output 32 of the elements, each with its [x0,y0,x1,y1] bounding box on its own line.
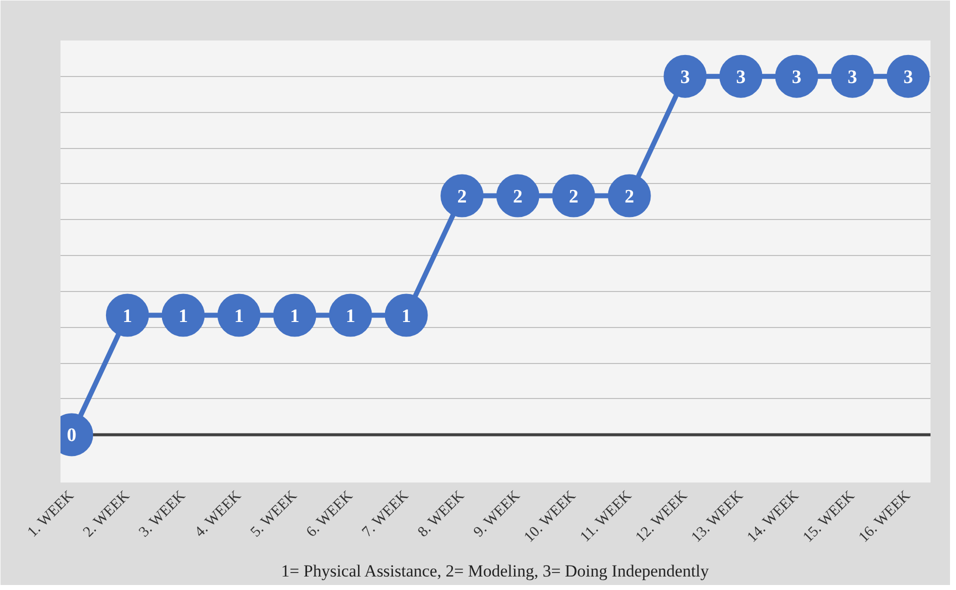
data-label: 2 [568,186,578,208]
data-label: 2 [513,186,523,208]
data-label: 3 [736,66,746,88]
point [162,294,205,337]
point [496,174,540,218]
point [217,294,260,337]
point [664,54,707,98]
data-label: 0 [66,425,76,446]
data-label: 3 [848,66,858,88]
point [719,54,762,98]
point [830,54,874,98]
point [273,294,316,337]
data-label: 1 [178,306,188,327]
data-label: 2 [457,186,467,208]
data-label: 3 [903,66,913,88]
point [552,174,596,218]
point [329,294,372,337]
point [886,54,930,98]
data-label: 3 [680,66,690,88]
data-label: 2 [624,186,634,208]
data-label: 1 [234,306,244,327]
point [608,174,651,218]
point [106,294,149,337]
point [384,294,428,337]
data-label: 1 [122,306,132,327]
point [775,54,818,98]
point [440,174,484,218]
data-label: 1 [346,306,356,327]
data-label: 1 [290,306,300,327]
data-label: 3 [792,66,802,88]
text: 1= Physical Assistance, 2= Modeling, 3= Doing Independently [281,562,710,580]
data-label: 1 [402,306,412,327]
